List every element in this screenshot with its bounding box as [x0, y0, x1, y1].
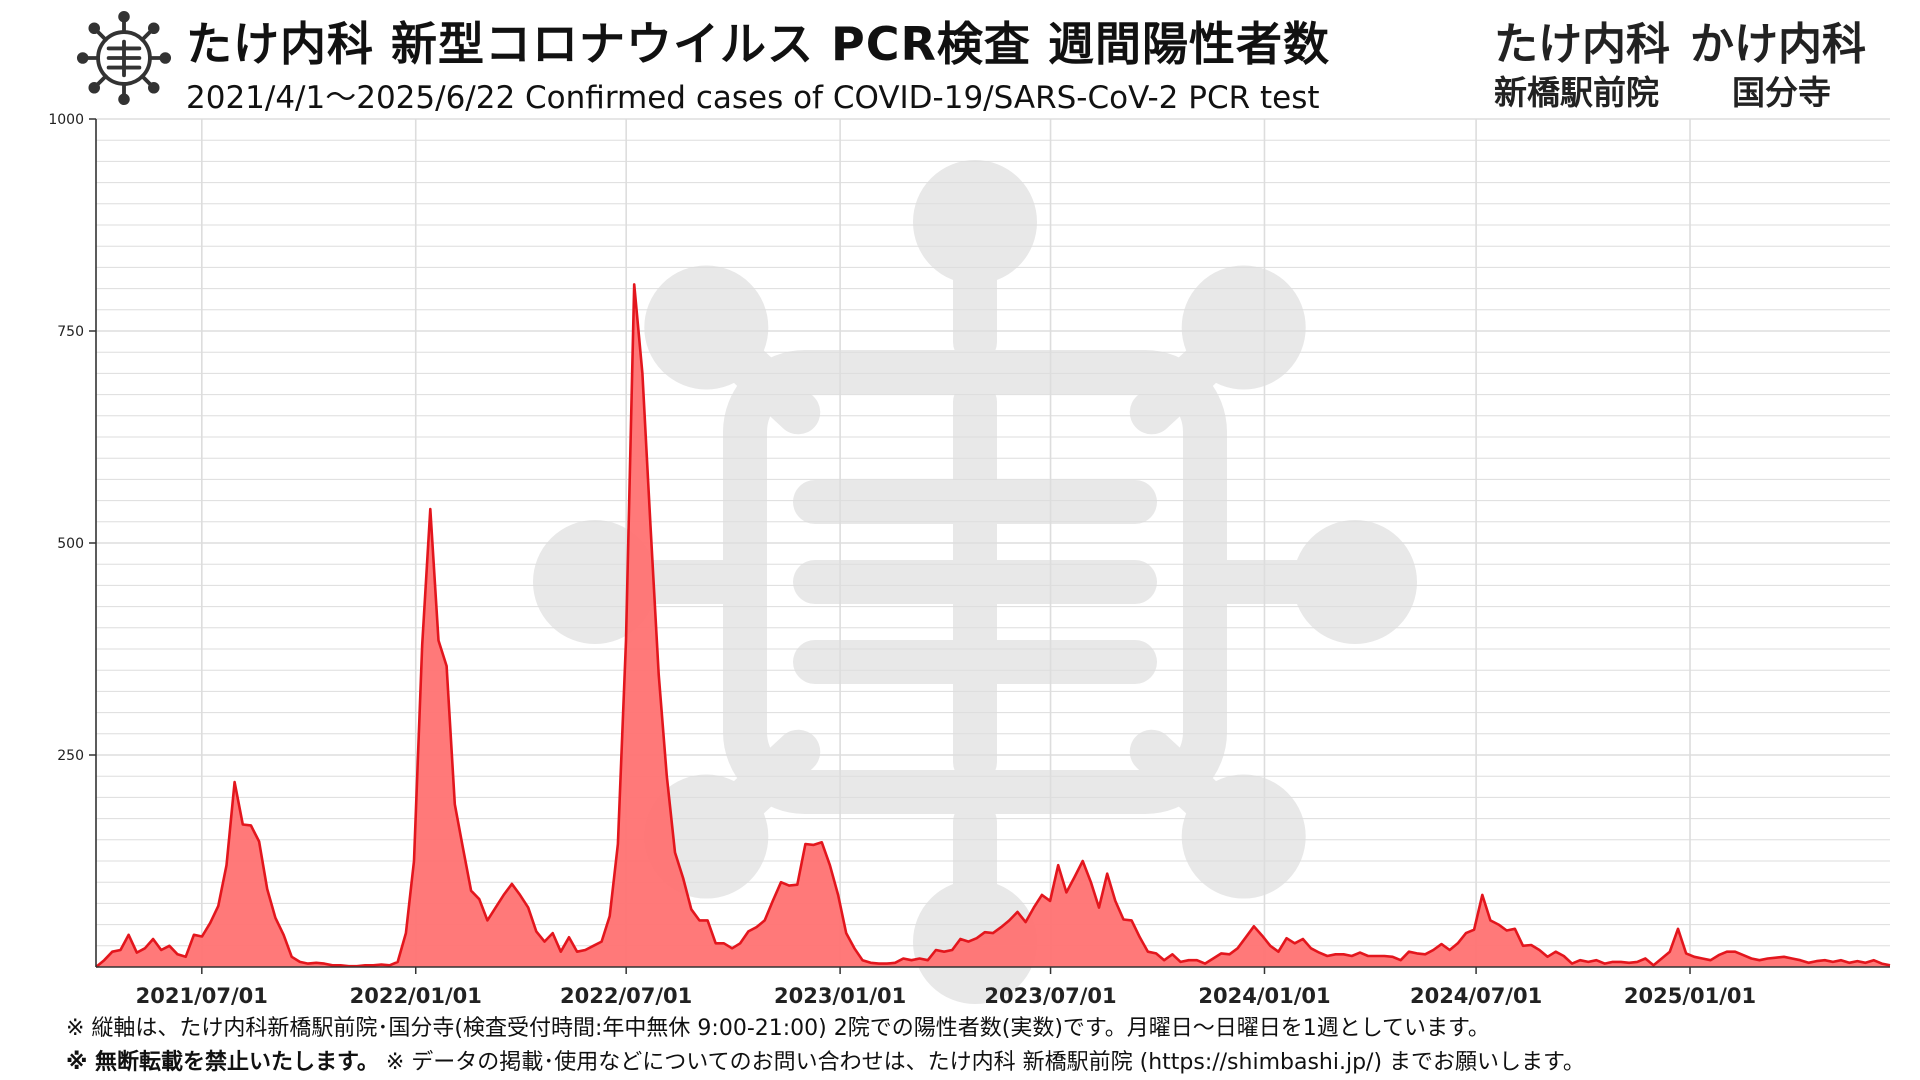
x-tick-label: 2024/01/01: [1198, 984, 1330, 1008]
clinic-branch-kokubunji: 国分寺: [1732, 73, 1831, 112]
x-tick-label: 2021/07/01: [136, 984, 268, 1008]
chart-title: たけ内科 新型コロナウイルス PCR検査 週間陽性者数: [186, 17, 1330, 71]
footnote-no-reproduction: ※ 無断転載を禁止いたします。: [66, 1050, 379, 1075]
footnote-axis-description: ※ 縦軸は、たけ内科新橋駅前院･国分寺(検査受付時間:年中無休 9:00-21:…: [66, 1016, 1490, 1041]
watermark-virus-icon: [533, 160, 1417, 1004]
chart-area: 2021/07/01 2022/01/01 2022/07/01 2023/01/01…: [0, 112, 1920, 1030]
clinic-name-take: たけ内科: [1494, 19, 1670, 70]
y-tick-label: 1000: [48, 112, 84, 128]
y-tick-label: 750: [57, 324, 84, 340]
weekly-positive-chart: 2021/07/01 2022/01/01 2022/07/01 2023/01/01…: [48, 112, 1891, 1008]
x-tick-label: 2022/01/01: [350, 984, 482, 1008]
series-line: [95, 283, 1891, 969]
x-tick-label: 2024/07/01: [1410, 984, 1542, 1008]
y-tick-label: 500: [57, 536, 84, 552]
clinic-name-kake: かけ内科: [1690, 19, 1866, 70]
chart-subtitle: 2021/4/1～2025/6/22 Confirmed cases of CO…: [186, 80, 1320, 116]
y-tick-label: 250: [57, 748, 84, 764]
clinic-branch-shimbashi: 新橋駅前院: [1494, 73, 1659, 112]
virus-logo-icon: [76, 10, 172, 106]
chart-header: たけ内科 新型コロナウイルス PCR検査 週間陽性者数 2021/4/1～202…: [0, 0, 1920, 116]
footnote-copyright: ※ 無断転載を禁止いたします。 ※ データの掲載･使用などについてのお問い合わせ…: [66, 1044, 1906, 1076]
x-tick-label: 2023/07/01: [984, 984, 1116, 1008]
footnote-contact: ※ データの掲載･使用などについてのお問い合わせは、たけ内科 新橋駅前院 (ht…: [378, 1050, 1585, 1075]
x-tick-label: 2023/01/01: [774, 984, 906, 1008]
x-tick-label: 2025/01/01: [1624, 984, 1756, 1008]
x-tick-label: 2022/07/01: [560, 984, 692, 1008]
